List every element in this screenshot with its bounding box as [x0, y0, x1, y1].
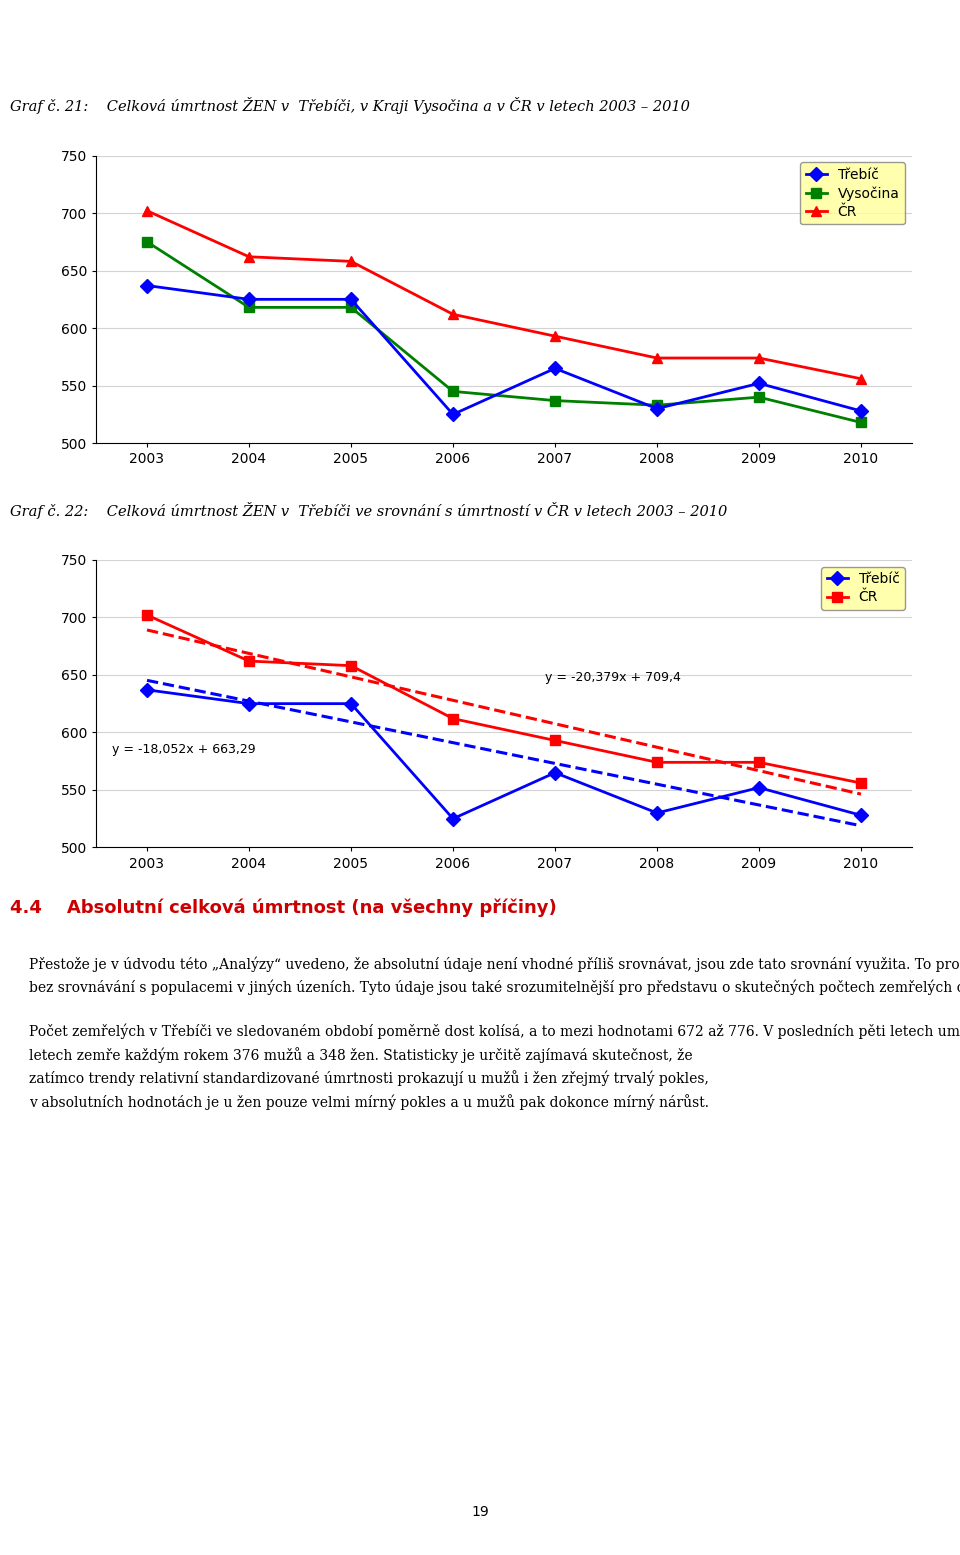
Text: y = -18,052x + 663,29: y = -18,052x + 663,29	[112, 743, 256, 756]
Legend: Třebíč, ČR: Třebíč, ČR	[821, 566, 905, 610]
Text: 19: 19	[471, 1505, 489, 1519]
Text: Přestože je v údvodu této „Analýzy“ uvedeno, že absolutní údaje není vhodné příl: Přestože je v údvodu této „Analýzy“ uved…	[29, 956, 960, 1110]
Text: 4.4    Absolutní celková úmrtnost (na všechny příčiny): 4.4 Absolutní celková úmrtnost (na všech…	[10, 899, 557, 917]
Text: y = -20,379x + 709,4: y = -20,379x + 709,4	[544, 670, 681, 684]
Text: Graf č. 21:    Celková úmrtnost ŽEN v  Třebíči, v Kraji Vysočina a v ČR v letech: Graf č. 21: Celková úmrtnost ŽEN v Třebí…	[10, 98, 689, 114]
Legend: Třebíč, Vysočina, ČR: Třebíč, Vysočina, ČR	[800, 162, 905, 224]
Text: Graf č. 22:    Celková úmrtnost ŽEN v  Třebíči ve srovnání s úmrtností v ČR v le: Graf č. 22: Celková úmrtnost ŽEN v Třebí…	[10, 502, 727, 518]
